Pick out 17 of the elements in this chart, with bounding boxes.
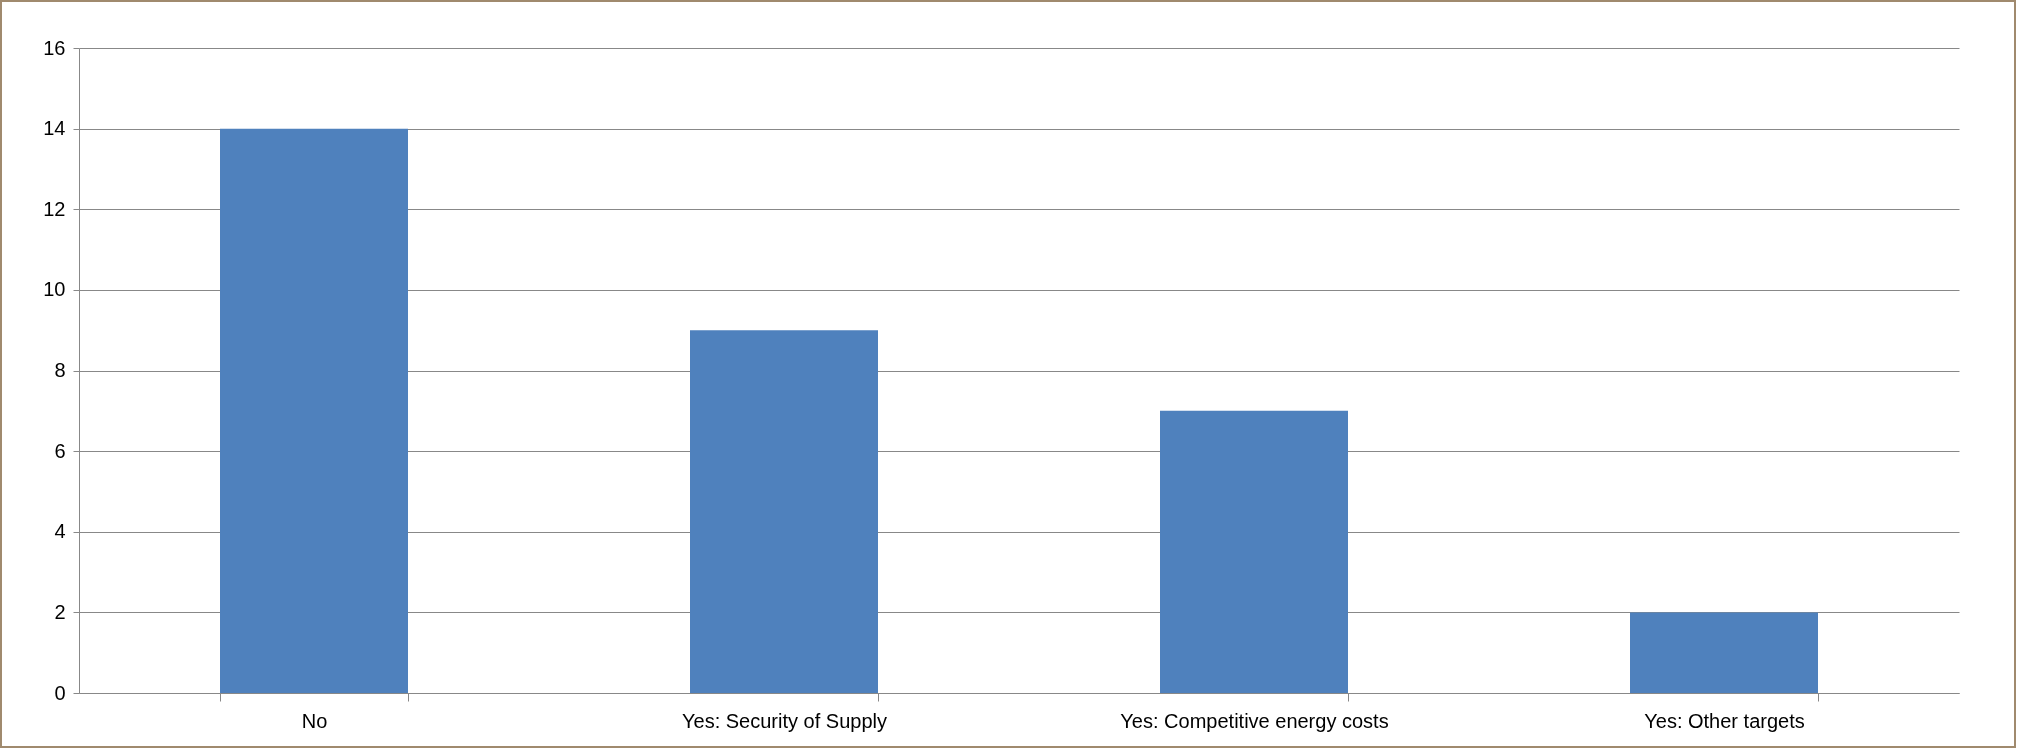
y-tick-label: 16 [43, 36, 66, 59]
y-tick-label: 10 [43, 278, 66, 301]
y-tick-label: 4 [54, 520, 66, 543]
bar [1630, 612, 1818, 693]
x-tick-label: Yes: Competitive energy costs [1120, 709, 1389, 732]
y-tick-label: 12 [43, 197, 66, 220]
x-tick-label: No [301, 709, 328, 732]
bar [690, 330, 878, 693]
bar [1160, 410, 1348, 693]
y-tick-label: 8 [54, 359, 66, 381]
y-tick-label: 0 [54, 681, 66, 704]
y-tick-label: 2 [54, 600, 66, 623]
y-tick-label: 14 [43, 117, 66, 140]
x-tick-label: Yes: Other targets [1644, 709, 1805, 732]
x-tick-label: Yes: Security of Supply [682, 709, 887, 732]
y-tick-label: 6 [54, 439, 66, 462]
bar [220, 128, 408, 693]
